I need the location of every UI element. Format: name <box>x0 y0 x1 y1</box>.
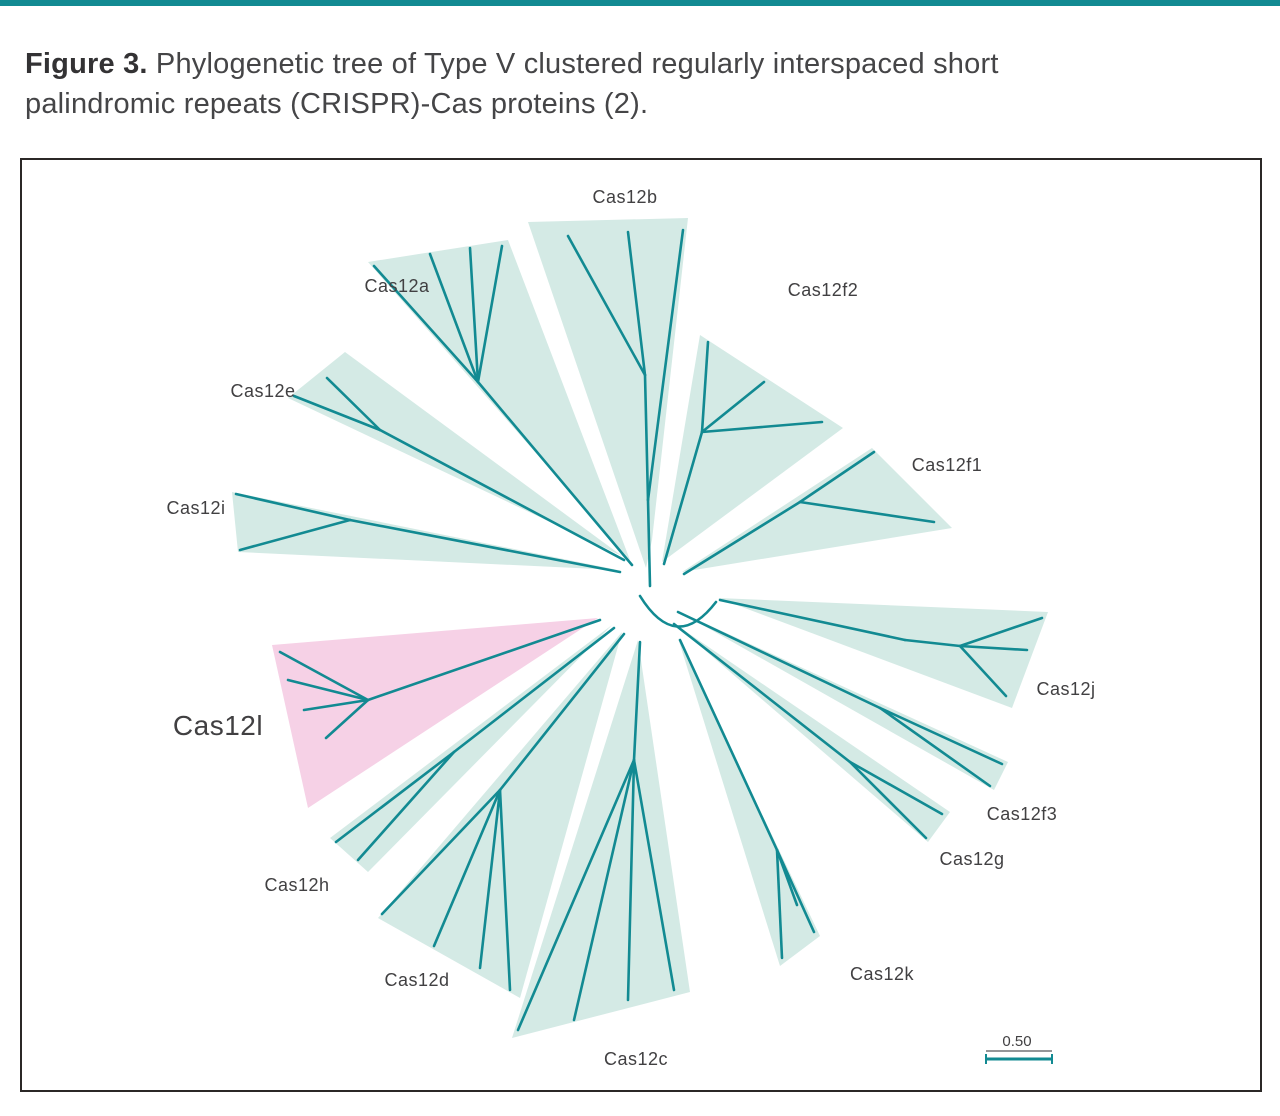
branch-cas12l-0 <box>366 618 602 702</box>
phylogenetic-tree-svg: Cas12b Cas12a Cas12e Cas12i Cas12l Cas12h Cas1… <box>166 187 1095 1069</box>
clade-label-cas12j: Cas12j <box>1036 679 1095 699</box>
branch-cas12f1-1 <box>798 450 876 504</box>
branch-cas12j-0 <box>718 598 907 642</box>
branch-cas12f2-0 <box>662 430 704 566</box>
branch-cas12b-4 <box>626 230 647 377</box>
branch-cas12l-1 <box>278 650 370 702</box>
clade-label-cas12b: Cas12b <box>592 187 657 207</box>
figure-caption-number: Figure 3. <box>25 48 148 80</box>
clade-label-cas12f2: Cas12f2 <box>788 280 859 300</box>
branch-cas12f1-0 <box>682 500 802 576</box>
clade-label-cas12i: Cas12i <box>166 498 225 518</box>
branch-cas12h-1 <box>334 750 456 844</box>
branch-cas12a-0 <box>476 380 634 567</box>
branch-cas12a-1 <box>372 264 480 384</box>
branch-cas12b-0 <box>646 498 652 588</box>
branch-cas12b-3 <box>566 234 647 377</box>
clade-wedge-cas12j <box>718 598 1048 708</box>
phylogenetic-tree-figure: Cas12b Cas12a Cas12e Cas12i Cas12l Cas12h Cas1… <box>20 158 1262 1092</box>
branch-cas12c-4 <box>632 758 676 992</box>
clade-label-cas12a: Cas12a <box>364 276 430 296</box>
clade-label-cas12f3: Cas12f3 <box>987 804 1058 824</box>
branch-cas12k-0 <box>678 638 779 852</box>
branch-cas12a-4 <box>476 244 504 384</box>
branch-cas12j-2 <box>958 616 1044 648</box>
clade-label-cas12g: Cas12g <box>939 849 1004 869</box>
branch-cas12c-3 <box>626 758 636 1002</box>
clade-wedge-cas12k <box>678 638 820 966</box>
branch-cas12f2-3 <box>700 420 824 434</box>
branch-cas12j-4 <box>958 644 1008 698</box>
clade-label-cas12h: Cas12h <box>264 875 329 895</box>
branch-cas12e-0 <box>378 428 626 562</box>
branch-cas12e-2 <box>325 376 382 432</box>
clade-label-cas12l: Cas12l <box>173 710 263 741</box>
branch-cas12d-4 <box>498 788 512 992</box>
branch-cas12f2-2 <box>700 380 766 434</box>
branch-cas12d-2 <box>432 788 502 948</box>
branch-cas12b-1 <box>646 228 685 502</box>
clade-label-cas12f1: Cas12f1 <box>912 455 983 475</box>
clade-label-cas12k: Cas12k <box>850 964 915 984</box>
top-rule <box>0 0 1280 6</box>
branch-cas12g-2 <box>848 760 944 816</box>
branch-cas12i-0 <box>348 518 622 574</box>
clade-wedge-cas12f3 <box>676 610 1008 790</box>
branch-cas12l-3 <box>302 698 370 712</box>
branch-cas12f3-1 <box>878 706 992 788</box>
branch-cas12a-2 <box>428 252 480 384</box>
clade-wedge-cas12f2 <box>662 335 843 562</box>
clade-label-cas12c: Cas12c <box>604 1049 668 1069</box>
branch-cas12g-1 <box>848 760 928 840</box>
clade-wedge-cas12e <box>288 352 622 556</box>
branch-cas12l-2 <box>286 678 370 702</box>
branch-cas12h-0 <box>452 626 616 754</box>
branch-cas12f1-2 <box>798 500 936 524</box>
clade-wedge-cas12i <box>232 492 618 570</box>
scale-bar-label: 0.50 <box>1002 1033 1031 1050</box>
branch-cas12h-2 <box>356 750 456 862</box>
branch-cas12c-0 <box>632 640 642 762</box>
branch-cas12i-1 <box>234 492 352 522</box>
branch-cas12d-3 <box>478 788 502 970</box>
branch-cas12l-4 <box>324 698 370 740</box>
branch-cas12i-2 <box>238 518 352 552</box>
branch-cas12b-2 <box>643 373 650 502</box>
clade-label-cas12e: Cas12e <box>230 381 295 401</box>
branch-cas12j-3 <box>958 644 1029 652</box>
branch-cas12f2-1 <box>700 340 710 434</box>
branch-cas12k-3 <box>775 848 799 907</box>
branch-cas12g-0 <box>672 622 852 764</box>
figure-caption-text: Phylogenetic tree of Type V clustered re… <box>25 48 999 121</box>
branch-cas12d-1 <box>380 788 502 916</box>
branch-cas12f3-0 <box>676 610 882 710</box>
branch-cas12e-1 <box>292 394 382 432</box>
branch-cas12d-0 <box>498 632 626 792</box>
clade-wedge-cas12a <box>368 240 630 560</box>
branch-cas12a-3 <box>468 246 480 384</box>
clade-wedge-cas12l <box>272 618 598 808</box>
figure-caption: Figure 3. Phylogenetic tree of Type V cl… <box>25 44 1115 124</box>
branch-cas12k-1 <box>775 848 784 960</box>
clade-label-cas12d: Cas12d <box>384 970 449 990</box>
branch-cas12f3-2 <box>878 706 1004 766</box>
branch-cas12j-1 <box>903 638 962 648</box>
branch-cas12c-2 <box>572 758 636 1022</box>
branch-cas12c-1 <box>516 758 636 1032</box>
clade-wedge-cas12f1 <box>682 448 952 572</box>
